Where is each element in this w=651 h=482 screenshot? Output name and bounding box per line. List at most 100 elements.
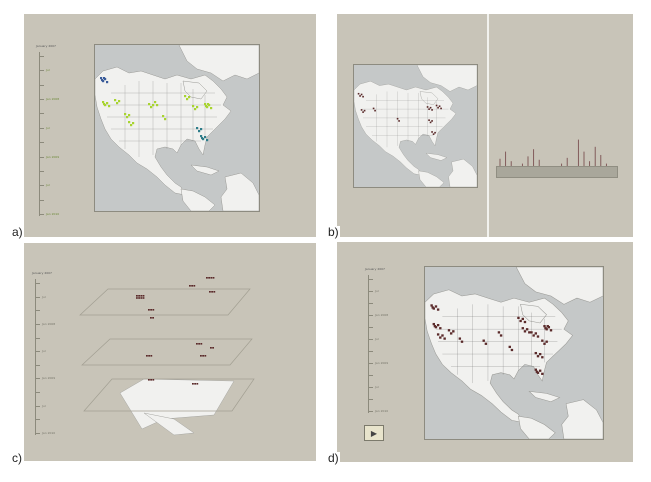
timeline-tick-label: Jul bbox=[46, 183, 50, 188]
timeline-tick-label: Jan 2010 bbox=[42, 431, 56, 435]
time-plane bbox=[81, 338, 253, 366]
space-time-cube[interactable] bbox=[24, 243, 316, 461]
event-marker bbox=[544, 327, 547, 330]
event-marker bbox=[508, 345, 511, 349]
event-marker bbox=[192, 383, 194, 385]
event-marker bbox=[362, 95, 364, 98]
panel-label-d: d) bbox=[327, 451, 340, 465]
event-marker bbox=[196, 343, 198, 345]
timeline-tick bbox=[368, 291, 373, 292]
land-shape bbox=[143, 412, 195, 436]
event-marker bbox=[200, 128, 203, 131]
timeline-tick bbox=[35, 351, 40, 353]
timeline-tick bbox=[368, 279, 373, 280]
event-marker bbox=[433, 325, 437, 328]
timeline-tick-label: Jan 2009 bbox=[375, 361, 389, 365]
map-view[interactable] bbox=[94, 44, 260, 212]
event-marker bbox=[148, 103, 151, 106]
event-marker bbox=[106, 81, 109, 84]
event-marker bbox=[148, 309, 150, 311]
timeline-tick-label: Jul bbox=[42, 349, 46, 354]
event-marker bbox=[152, 309, 155, 311]
timeline-tick-label: Jul bbox=[42, 294, 46, 299]
event-marker bbox=[458, 337, 462, 340]
event-marker bbox=[447, 329, 451, 332]
land-shape bbox=[515, 267, 603, 305]
panel-label-b: b) bbox=[327, 225, 340, 239]
event-marker bbox=[152, 317, 154, 319]
timeline-tick bbox=[35, 405, 40, 407]
event-marker bbox=[439, 336, 442, 339]
event-marker bbox=[191, 285, 193, 287]
event-marker bbox=[206, 277, 208, 279]
timeline-tick bbox=[39, 170, 44, 172]
north-america-map bbox=[425, 267, 603, 439]
event-marker bbox=[535, 370, 539, 373]
timeline-axis[interactable]: January 2007 Jul Jan 2008 Jul Jan 2009 Jul Ja… bbox=[36, 44, 68, 220]
event-marker bbox=[435, 104, 438, 107]
event-marker bbox=[188, 96, 191, 99]
event-marker bbox=[213, 291, 216, 293]
land-shape bbox=[182, 80, 208, 100]
timeline-tick bbox=[39, 99, 44, 101]
event-marker bbox=[204, 136, 207, 139]
event-marker bbox=[194, 383, 196, 385]
event-marker bbox=[118, 100, 121, 103]
event-marker bbox=[436, 308, 440, 311]
timeline-tick bbox=[39, 185, 44, 187]
event-marker bbox=[432, 322, 435, 326]
event-marker bbox=[428, 119, 430, 122]
event-marker bbox=[150, 379, 152, 381]
timeline-line bbox=[368, 275, 369, 413]
panel-c: January 2007 Jul Jan 2008 Jul Jan 2009 Jul Ja… bbox=[24, 243, 316, 461]
timeline-axis[interactable]: January 2007 Jul Jan 2008 Jul Jan 2009 Jul Ja… bbox=[365, 267, 397, 417]
event-marker bbox=[357, 92, 360, 95]
event-marker bbox=[200, 135, 203, 138]
event-marker bbox=[541, 372, 544, 375]
timeline-tick-label: Jul bbox=[375, 385, 379, 389]
event-marker bbox=[441, 334, 444, 337]
event-marker bbox=[432, 133, 435, 135]
event-marker bbox=[126, 116, 129, 119]
event-marker bbox=[192, 105, 195, 108]
event-marker bbox=[152, 104, 155, 107]
event-marker bbox=[205, 105, 208, 108]
timeline-tick-label: Jul bbox=[375, 289, 379, 293]
event-marker bbox=[206, 139, 209, 142]
play-button[interactable]: ▶ bbox=[364, 425, 384, 441]
event-marker bbox=[398, 120, 400, 122]
timeline-tick bbox=[35, 323, 40, 325]
histogram-time-strip[interactable] bbox=[496, 166, 618, 178]
event-marker bbox=[128, 114, 131, 117]
event-marker bbox=[541, 356, 544, 359]
land-shape bbox=[419, 91, 439, 105]
event-marker bbox=[363, 109, 366, 112]
event-marker bbox=[536, 355, 540, 358]
timeline-tick bbox=[368, 411, 373, 412]
north-america-map bbox=[95, 45, 259, 211]
timeline-line bbox=[39, 52, 40, 216]
event-marker bbox=[204, 355, 207, 357]
event-marker bbox=[142, 295, 145, 297]
land-shape bbox=[425, 152, 448, 161]
timeline-tick-label: Jul bbox=[375, 337, 379, 341]
event-marker bbox=[534, 351, 538, 355]
land-shape bbox=[180, 188, 216, 211]
timeline-tick bbox=[35, 392, 40, 394]
map-view[interactable] bbox=[424, 266, 604, 440]
event-marker bbox=[440, 107, 442, 110]
event-marker bbox=[396, 117, 399, 120]
event-marker bbox=[128, 121, 131, 124]
event-marker bbox=[546, 325, 549, 328]
panel-label-c: c) bbox=[11, 451, 23, 465]
event-marker bbox=[140, 297, 143, 299]
timeline-axis[interactable]: January 2007 Jul Jan 2008 Jul Jan 2009 Jul Ja… bbox=[32, 271, 64, 439]
panel-d: January 2007 Jul Jan 2008 Jul Jan 2009 Jul Ja… bbox=[337, 242, 633, 462]
event-marker bbox=[499, 334, 503, 337]
timeline-tick bbox=[35, 419, 40, 421]
map-view[interactable] bbox=[353, 64, 478, 188]
event-marker bbox=[359, 95, 361, 97]
event-marker bbox=[543, 325, 546, 328]
event-marker bbox=[211, 291, 213, 293]
event-marker bbox=[138, 295, 140, 297]
